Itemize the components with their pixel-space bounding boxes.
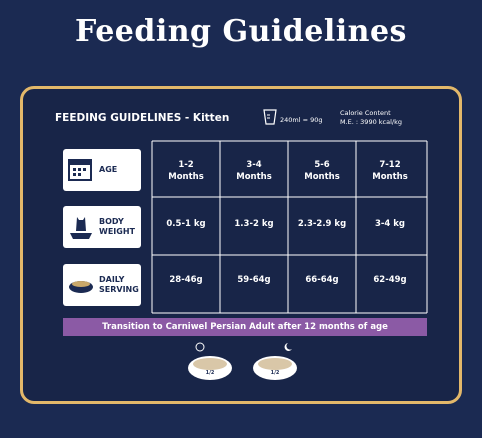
row-label: BODY WEIGHT	[63, 206, 141, 248]
column-header: 3-4 Months	[236, 160, 272, 182]
bowl-label: 1/2	[270, 370, 280, 376]
row-label: DAILY SERVING	[63, 264, 141, 306]
table-cell: 2.3-2.9 kg	[297, 219, 347, 229]
cat-scale-icon	[70, 217, 92, 239]
calorie-title: Calorie Content	[340, 109, 391, 117]
bowl-icons	[188, 342, 297, 380]
bowl-label: 1/2	[205, 370, 215, 376]
calendar-icon	[68, 159, 92, 181]
transition-banner: Transition to Carniwel Persian Adult aft…	[63, 318, 427, 336]
table-cell: 1.3-2 kg	[234, 219, 274, 229]
row-label-text: DAILY SERVING	[99, 274, 139, 294]
column-header: 5-6 Months	[304, 160, 340, 182]
table-cell: 66-64g	[305, 275, 339, 285]
table-cell: 3-4 kg	[374, 219, 406, 229]
row-label-text: AGE	[99, 164, 118, 174]
table-cell: 0.5-1 kg	[166, 219, 206, 229]
table-cell: 62-49g	[373, 275, 407, 285]
row-label: AGE	[63, 149, 141, 191]
bowl-icon	[69, 281, 93, 293]
cup-icon	[263, 109, 277, 125]
column-header: 7-12 Months	[372, 160, 408, 182]
page-title: Feeding Guidelines	[75, 14, 407, 49]
measure: 240ml = 90g	[280, 116, 323, 124]
calorie-value: M.E. : 3990 kcal/kg	[340, 118, 402, 126]
table-cell: 59-64g	[237, 275, 271, 285]
heading: FEEDING GUIDELINES - Kitten	[55, 112, 230, 124]
column-header: 1-2 Months	[168, 160, 204, 182]
table-cell: 28-46g	[169, 275, 203, 285]
row-label-text: BODY WEIGHT	[99, 216, 135, 236]
